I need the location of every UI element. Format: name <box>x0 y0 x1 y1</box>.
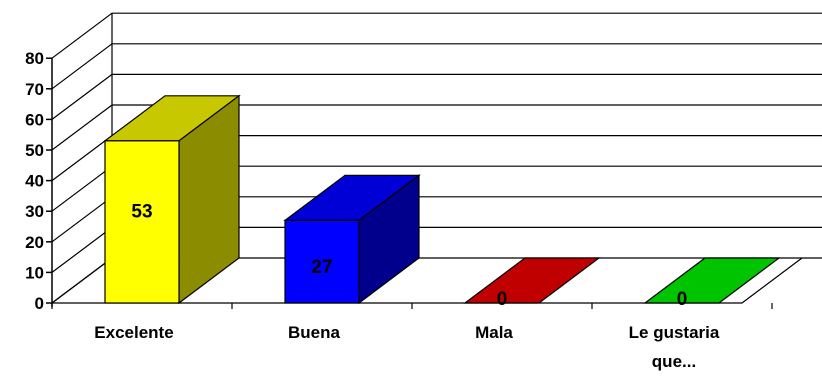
category-label: Mala <box>475 323 513 342</box>
y-tick-label: 20 <box>25 233 44 252</box>
data-label: 0 <box>677 289 688 310</box>
bar <box>463 257 601 304</box>
y-tick-label: 30 <box>25 202 44 221</box>
bar <box>643 257 781 304</box>
bar <box>103 94 241 305</box>
y-tick-label: 60 <box>25 110 44 129</box>
gridline <box>51 43 822 90</box>
data-labels: 53 27 0 0 <box>131 202 687 310</box>
category-labels: Excelente Buena Mala Le gustaria que... <box>94 323 720 371</box>
data-label: 53 <box>131 202 152 223</box>
category-label: que... <box>652 352 696 371</box>
gridline <box>51 73 822 120</box>
category-label: Buena <box>288 323 341 342</box>
bar-top <box>463 257 601 304</box>
category-label: Le gustaria <box>629 323 720 342</box>
gridline <box>51 12 822 59</box>
y-tick-label: 70 <box>25 80 44 99</box>
y-tick-labels: 0 10 20 30 40 50 60 70 80 <box>25 49 44 313</box>
bar <box>283 174 421 305</box>
bar-top <box>643 257 781 304</box>
gridline <box>51 104 822 151</box>
y-tick-label: 10 <box>25 263 44 282</box>
bars <box>103 94 781 305</box>
floor-edge <box>52 257 803 304</box>
value-axis <box>46 57 773 309</box>
data-label: 0 <box>497 289 508 310</box>
y-tick-label: 80 <box>25 49 44 68</box>
data-label: 27 <box>311 257 332 278</box>
y-tick-label: 0 <box>35 294 44 313</box>
bar-front <box>284 219 360 304</box>
y-tick-label: 40 <box>25 172 44 191</box>
bar-front <box>104 140 180 304</box>
y-tick-label: 50 <box>25 141 44 160</box>
category-label: Excelente <box>94 323 173 342</box>
